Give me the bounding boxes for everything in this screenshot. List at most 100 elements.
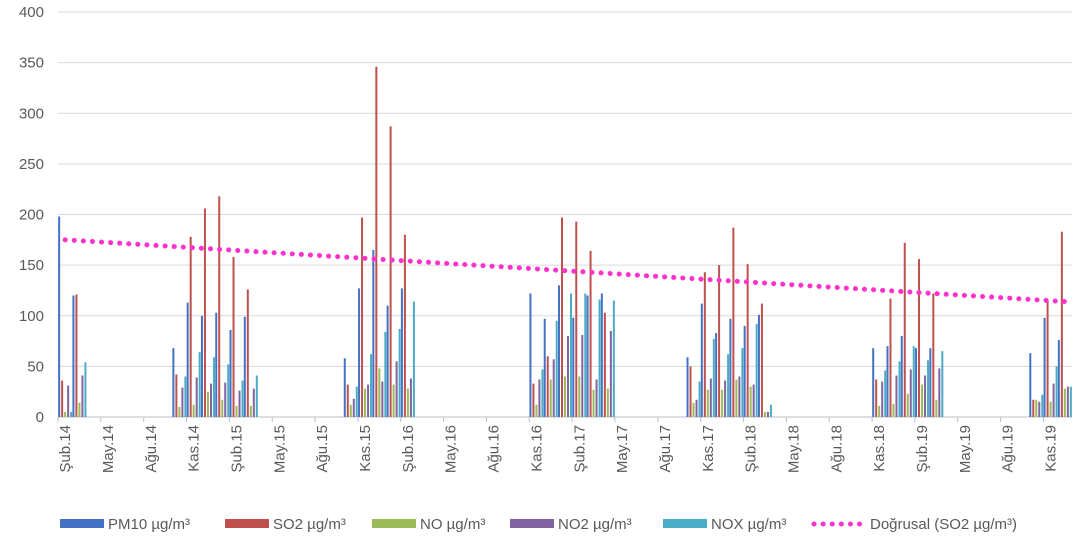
bar-pm10 [543,318,546,417]
bar-nox [555,320,558,417]
bar-no [721,389,724,417]
bar-so2 [189,236,192,417]
bar-so2 [75,294,78,417]
bar-no2 [238,390,241,417]
x-tick-label: May.18 [786,425,803,473]
bar-so2 [203,208,206,417]
bar-no [564,376,566,417]
bar-no2 [895,375,898,417]
bar-nox [612,300,615,417]
bar-no [64,411,67,417]
bar-no2 [195,377,198,417]
bar-no2 [881,381,884,417]
bar-pm10 [1029,353,1032,417]
bar-nox [741,348,744,417]
x-tick-label: Ağu.15 [314,425,331,473]
bar-no2 [252,388,255,417]
legend-swatch [510,519,554,528]
bar-pm10 [929,348,932,417]
bar-so2 [918,259,921,417]
x-tick-label: Ağu.17 [657,425,674,473]
y-tick-label: 50 [27,358,44,375]
bar-nox [898,361,901,417]
bar-so2 [346,384,349,417]
bar-pm10 [172,348,175,417]
bar-no2 [738,376,741,417]
x-tick-label: May.15 [271,425,288,473]
bar-nox [698,381,701,417]
bar-no2 [595,379,598,417]
bar-nox [541,369,544,417]
y-tick-label: 100 [19,308,44,325]
legend-swatch [663,519,707,528]
bar-no [1035,399,1038,417]
bar-no [78,402,81,417]
legend-label: NO2 µg/m³ [558,516,632,533]
bar-no [921,384,924,417]
bar-no [392,384,395,417]
bar-nox [1069,386,1072,417]
bar-so2 [932,293,935,417]
bar-no2 [224,382,227,417]
bar-nox [227,364,230,417]
bar-no [892,403,895,417]
bar-nox [755,323,758,417]
bar-pm10 [243,316,246,417]
bar-nox [727,354,730,417]
bar-pm10 [686,357,689,417]
bar-so2 [575,221,578,417]
y-tick-label: 350 [19,55,44,72]
bar-no [549,379,552,417]
bar-no [749,386,752,417]
bar-no2 [81,375,84,417]
bar-nox [355,386,358,417]
bar-pm10 [600,293,603,417]
bar-no [1049,401,1052,417]
bar-pm10 [343,358,346,417]
legend-label: NO µg/m³ [420,516,485,533]
bar-no2 [1066,386,1069,417]
bar-no2 [352,398,355,417]
bar-no2 [581,334,584,417]
bar-no [206,391,209,417]
bar-no [606,388,609,417]
x-tick-label: Ağu.18 [828,425,845,473]
bar-nox [255,375,258,417]
bar-pm10 [58,216,61,417]
bar-nox [412,301,415,417]
bar-no [878,405,881,417]
bar-no [592,389,595,417]
bar-pm10 [886,346,889,417]
bar-nox [769,404,772,417]
bar-so2 [589,250,592,417]
x-tick-label: Şub.14 [57,425,74,473]
bar-no2 [395,361,398,417]
bar-nox [384,331,387,417]
bar-so2 [603,312,606,417]
bar-no2 [409,378,412,417]
bar-nox [370,354,373,417]
bar-no [178,406,181,417]
bar-pm10 [215,312,218,417]
x-tick-label: Kas.17 [700,425,717,472]
bar-pm10 [900,336,903,417]
x-tick-label: Kas.16 [528,425,545,472]
bar-no2 [1052,383,1055,417]
bar-nox [884,370,887,417]
bar-pm10 [186,302,189,417]
bar-no2 [938,368,941,417]
bar-no2 [67,385,70,417]
bar-pm10 [386,305,389,417]
bar-no [349,404,352,417]
bar-nox [712,339,715,417]
x-tick-label: Kas.19 [1043,425,1060,472]
bar-nox [198,352,201,417]
bar-nox [927,360,930,417]
y-tick-label: 200 [19,207,44,224]
bar-so2 [889,298,892,417]
bar-so2 [561,217,563,417]
bar-no [364,388,367,417]
bar-pm10 [558,285,560,417]
legend-swatch [372,519,416,528]
bar-pm10 [529,293,532,417]
